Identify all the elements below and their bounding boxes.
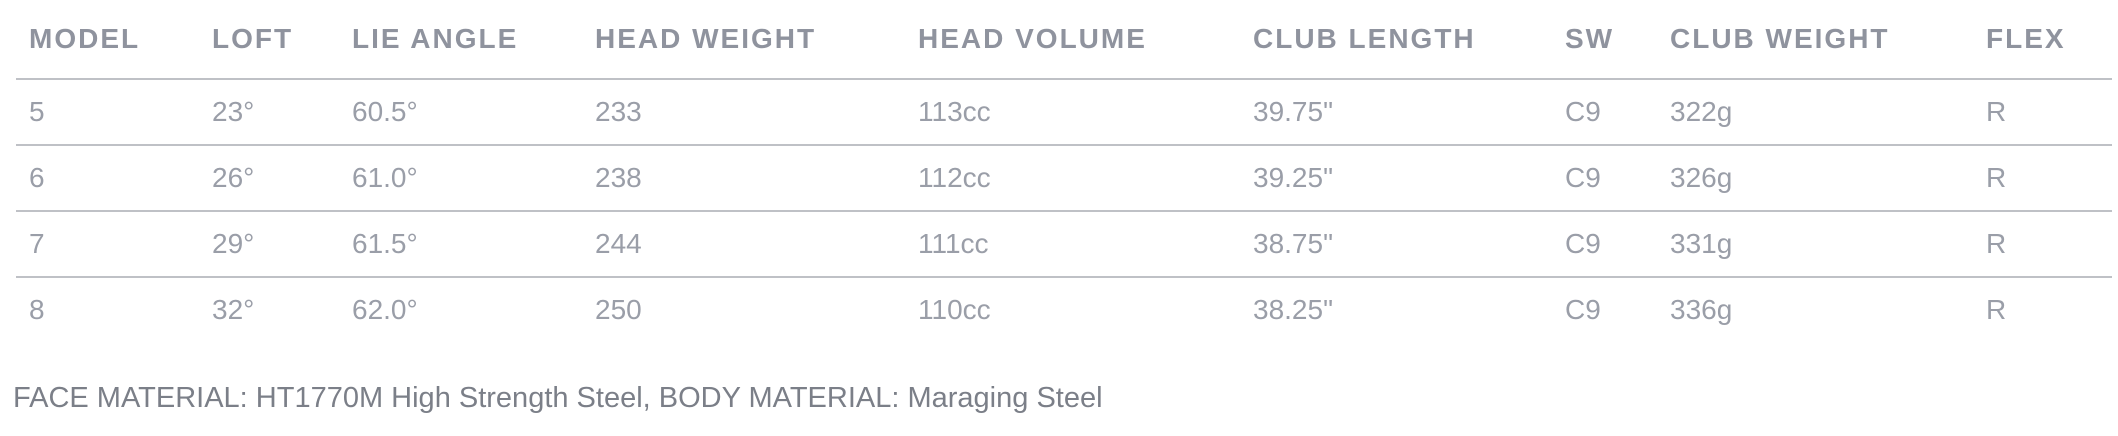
cell-head-weight: 244 bbox=[582, 211, 905, 278]
table-row: 6 26° 61.0° 238 112cc 39.25" C9 326g R bbox=[16, 145, 2112, 212]
table-row: 5 23° 60.5° 233 113cc 39.75" C9 322g R bbox=[16, 79, 2112, 146]
cell-sw: C9 bbox=[1552, 145, 1657, 212]
cell-flex: R bbox=[1973, 79, 2112, 146]
cell-club-weight: 322g bbox=[1657, 79, 1973, 146]
cell-model: 7 bbox=[16, 211, 199, 278]
cell-club-length: 39.75" bbox=[1240, 79, 1552, 146]
header-club-length: CLUB LENGTH bbox=[1240, 0, 1552, 80]
table-row: 7 29° 61.5° 244 111cc 38.75" C9 331g R bbox=[16, 211, 2112, 278]
cell-lie-angle: 62.0° bbox=[352, 294, 418, 325]
cell-head-volume: 112cc bbox=[905, 145, 1240, 212]
cell-sw: C9 bbox=[1565, 294, 1601, 325]
header-head-volume: HEAD VOLUME bbox=[905, 0, 1240, 80]
materials-note: FACE MATERIAL: HT1770M High Strength Ste… bbox=[13, 382, 1103, 414]
cell-club-weight: 326g bbox=[1657, 145, 1973, 212]
cell-head-weight: 233 bbox=[582, 79, 905, 146]
cell-club-length: 38.25" bbox=[1253, 294, 1334, 325]
cell-club-weight: 336g bbox=[1670, 294, 1733, 325]
cell-loft: 29° bbox=[199, 211, 339, 278]
cell-club-length: 39.25" bbox=[1240, 145, 1552, 212]
cell-model: 6 bbox=[16, 145, 199, 212]
table-header-row: MODEL LOFT LIE ANGLE HEAD WEIGHT HEAD VO… bbox=[16, 0, 2112, 80]
cell-model: 5 bbox=[16, 79, 199, 146]
cell-loft: 32° bbox=[212, 294, 255, 325]
cell-flex: R bbox=[1986, 294, 2007, 325]
cell-head-volume: 110cc bbox=[918, 294, 991, 325]
cell-head-weight: 250 bbox=[595, 294, 642, 325]
header-head-weight: HEAD WEIGHT bbox=[582, 0, 905, 80]
cell-loft: 23° bbox=[199, 79, 339, 146]
header-sw: SW bbox=[1552, 0, 1657, 80]
cell-head-weight: 238 bbox=[582, 145, 905, 212]
header-flex: FLEX bbox=[1973, 0, 2112, 80]
table-row: 8 32° 62.0° 250 110cc 38.25" C9 336g R bbox=[16, 277, 2112, 342]
cell-club-weight: 331g bbox=[1657, 211, 1973, 278]
cell-lie-angle: 61.5° bbox=[339, 211, 582, 278]
cell-head-volume: 111cc bbox=[905, 211, 1240, 278]
cell-club-length: 38.75" bbox=[1240, 211, 1552, 278]
cell-lie-angle: 61.0° bbox=[339, 145, 582, 212]
specifications-table: MODEL LOFT LIE ANGLE HEAD WEIGHT HEAD VO… bbox=[16, 0, 2112, 342]
cell-model: 8 bbox=[29, 294, 45, 325]
cell-flex: R bbox=[1973, 145, 2112, 212]
header-model: MODEL bbox=[16, 0, 199, 80]
header-loft: LOFT bbox=[199, 0, 339, 80]
cell-sw: C9 bbox=[1552, 211, 1657, 278]
header-club-weight: CLUB WEIGHT bbox=[1657, 0, 1973, 80]
cell-sw: C9 bbox=[1552, 79, 1657, 146]
cell-head-volume: 113cc bbox=[905, 79, 1240, 146]
cell-loft: 26° bbox=[199, 145, 339, 212]
cell-lie-angle: 60.5° bbox=[339, 79, 582, 146]
header-lie-angle: LIE ANGLE bbox=[339, 0, 582, 80]
cell-flex: R bbox=[1973, 211, 2112, 278]
